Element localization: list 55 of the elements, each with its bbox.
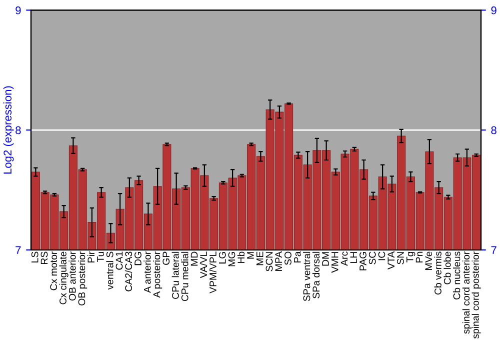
x-tick-label: IC xyxy=(378,252,386,260)
x-tick-label: spinal cord posterior xyxy=(472,251,481,339)
x-tick-label: Arc xyxy=(340,252,348,266)
y2-tick-label: 8 xyxy=(491,126,496,134)
x-tick-label: LS xyxy=(31,252,38,262)
x-tick-label: SO xyxy=(284,252,292,265)
y-tick-label: 7 xyxy=(16,246,21,254)
y2-tick-label: 9 xyxy=(491,6,496,14)
x-tick-label: CA2/CA3 xyxy=(124,252,132,292)
x-tick-label: M xyxy=(247,252,254,259)
x-tick-label: SN xyxy=(397,252,404,264)
x-tick-label: OB anterior xyxy=(68,251,76,301)
x-tick-label: Cb vermis xyxy=(434,252,442,295)
x-tick-label: DG xyxy=(134,252,142,266)
x-tick-label: Pn xyxy=(416,252,423,262)
x-tick-label: MVe xyxy=(425,252,432,270)
x-tick-label: Pa xyxy=(294,251,301,262)
x-tick-label: OB posterior xyxy=(78,251,88,306)
x-tick-label: GP xyxy=(162,252,170,265)
x-tick-label: MD xyxy=(190,252,198,266)
x-tick-label: CPu lateral xyxy=(172,252,179,299)
x-tick-label: CPu medial xyxy=(181,252,188,302)
x-tick-label: Cx motor xyxy=(50,251,58,290)
x-tick-label: Tu xyxy=(97,252,104,262)
x-tick-label: SPa ventral xyxy=(303,252,310,302)
x-tick-label: VMH xyxy=(332,252,338,273)
x-tick-label: Cx cingulate xyxy=(59,252,68,304)
x-tick-label: ventral S xyxy=(106,252,114,290)
x-tick-label: LH xyxy=(350,252,357,263)
x-tick-label: SCN xyxy=(266,252,273,272)
x-tick-label: VTA xyxy=(388,251,394,270)
x-tick-label: Pir xyxy=(87,251,94,262)
x-tick-label: MG xyxy=(228,252,236,266)
x-tick-label: VPM/VPL xyxy=(209,252,216,294)
x-tick-label: Hb xyxy=(237,252,245,263)
x-tick-label: Cb lobe xyxy=(444,252,451,284)
y-tick-label: 9 xyxy=(16,6,21,14)
x-tick-label: SC xyxy=(368,252,376,264)
x-tick-label: PAG xyxy=(360,252,366,270)
x-tick-label: ME xyxy=(256,252,264,266)
x-tick-label: RS xyxy=(40,252,48,264)
x-tick-label: spinal cord anterior xyxy=(462,251,472,334)
y2-tick-label: 7 xyxy=(491,246,496,254)
x-tick-label: SPa dorsal xyxy=(312,252,320,298)
x-tick-label: CA1 xyxy=(116,252,123,270)
y-tick-label: 8 xyxy=(16,126,21,134)
x-tick-label: A posterior xyxy=(153,251,162,298)
x-tick-label: LG xyxy=(218,252,226,264)
x-tick-label: Tg xyxy=(406,252,416,262)
x-tick-label: VA/VL xyxy=(200,252,208,278)
y-axis-title: Log2 (expression) xyxy=(3,86,14,174)
x-tick-label: A anterior xyxy=(144,251,151,293)
x-tick-label: Cb nucleus xyxy=(453,252,460,300)
x-tick-label: MPA xyxy=(275,251,282,271)
x-tick-label: DM xyxy=(322,252,329,266)
